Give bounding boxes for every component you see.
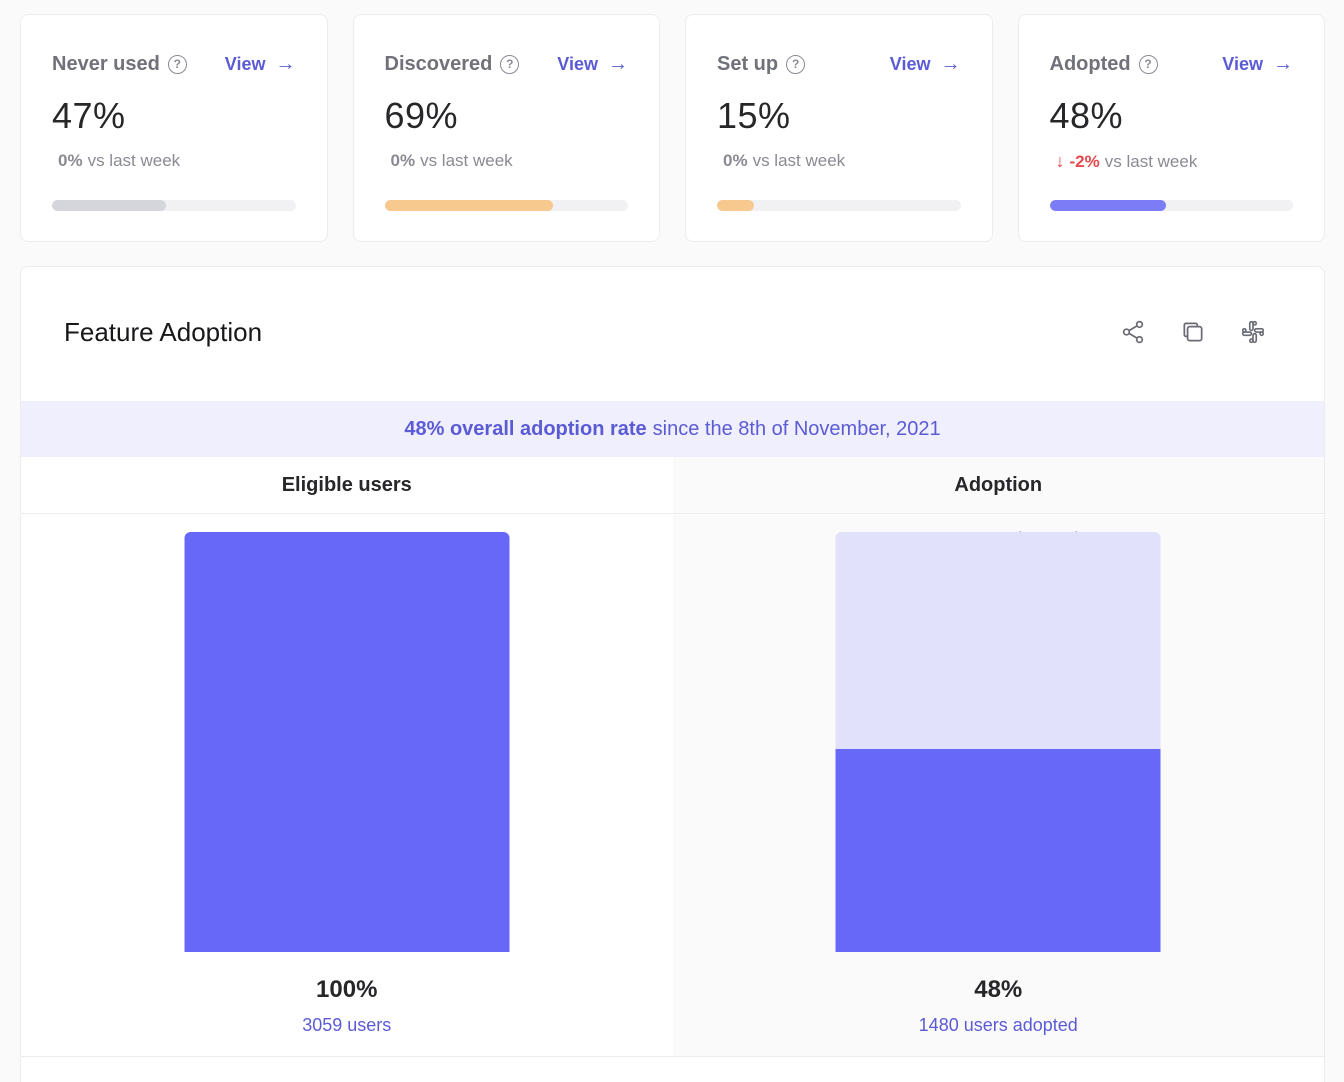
eligible-percent-label: 100% — [316, 976, 378, 1003]
card-adopted: Adopted? View → 48% ↓ -2% vs last week — [1017, 14, 1325, 242]
bar-segment-adopted — [835, 748, 1161, 952]
metric-cards: Never used? View → 47% 0% vs last week Dis… — [20, 14, 1325, 242]
card-discovered: Discovered? View → 69% 0% vs last week — [352, 14, 660, 242]
copy-icon[interactable] — [1180, 319, 1206, 345]
view-link-discovered[interactable]: View → — [557, 53, 628, 75]
help-icon[interactable]: ? — [167, 54, 187, 74]
card-value: 47% — [52, 95, 126, 136]
arrow-right-icon: → — [1273, 53, 1293, 75]
share-icon[interactable] — [1120, 319, 1146, 345]
progress-fill — [717, 200, 754, 211]
banner-text: since the 8th of November, 2021 — [652, 417, 941, 440]
card-delta: 0% vs last week — [390, 151, 513, 170]
card-title: Set up — [717, 52, 779, 75]
progress-bar — [717, 200, 961, 211]
banner-highlight: 48% overall adoption rate — [404, 417, 647, 440]
column-header-adoption: Adoption — [672, 457, 1324, 513]
card-title: Discovered — [384, 52, 493, 75]
view-link-set-up[interactable]: View → — [889, 53, 961, 75]
view-link-adopted[interactable]: View → — [1222, 53, 1293, 75]
card-value: 48% — [1049, 95, 1124, 136]
panel-title: Feature Adoption — [64, 317, 263, 347]
bar-segment-eligible — [184, 532, 510, 952]
help-icon[interactable]: ? — [786, 54, 806, 74]
progress-bar — [384, 200, 628, 211]
progress-fill — [384, 200, 553, 211]
card-never-used: Never used? View → 47% 0% vs last week — [20, 14, 328, 242]
card-delta: ↓ -2% vs last week — [1055, 151, 1198, 171]
adopted-users-label: 1480 users adopted — [918, 1015, 1078, 1035]
progress-bar — [52, 200, 296, 211]
progress-bar — [1049, 200, 1293, 211]
feature-adoption-panel: Feature Adoption 48% overall adoption ra… — [20, 266, 1325, 1082]
arrow-down-icon: ↓ — [1055, 151, 1065, 171]
card-title: Never used — [52, 52, 160, 75]
adoption-percent-label: 48% — [974, 976, 1023, 1003]
card-delta: 0% vs last week — [58, 151, 181, 170]
card-delta: 0% vs last week — [723, 151, 846, 170]
arrow-right-icon: → — [940, 53, 961, 75]
arrow-right-icon: → — [275, 53, 296, 75]
card-set-up: Set up? View → 15% 0% vs last week — [685, 14, 993, 242]
eligible-users-label: 3059 users — [302, 1015, 392, 1035]
chart-column-headers: Eligible users Adoption — [21, 457, 1324, 514]
bar-eligible-users — [184, 532, 510, 952]
slack-icon[interactable] — [1240, 319, 1266, 345]
card-value: 69% — [384, 95, 459, 136]
help-icon[interactable]: ? — [1138, 54, 1158, 74]
progress-fill — [1049, 200, 1167, 211]
column-header-eligible: Eligible users — [281, 473, 412, 496]
card-title: Adopted — [1049, 52, 1131, 75]
panel-actions — [1120, 319, 1266, 345]
arrow-right-icon: → — [608, 53, 628, 75]
adoption-chart: 100% 3059 users 1579 users dropped 48% 1… — [21, 515, 1324, 1057]
help-icon[interactable]: ? — [500, 54, 520, 74]
card-value: 15% — [717, 95, 791, 136]
chart-column-eligible: 100% 3059 users — [21, 515, 673, 1056]
bar-adoption — [835, 532, 1161, 952]
view-link-never-used[interactable]: View → — [224, 53, 296, 75]
progress-fill — [52, 200, 167, 211]
chart-column-adoption: 1579 users dropped 48% 1480 users adopte… — [672, 515, 1324, 1056]
adoption-banner: 48% overall adoption rate since the 8th … — [21, 401, 1324, 457]
bar-segment-dropped — [835, 532, 1161, 749]
